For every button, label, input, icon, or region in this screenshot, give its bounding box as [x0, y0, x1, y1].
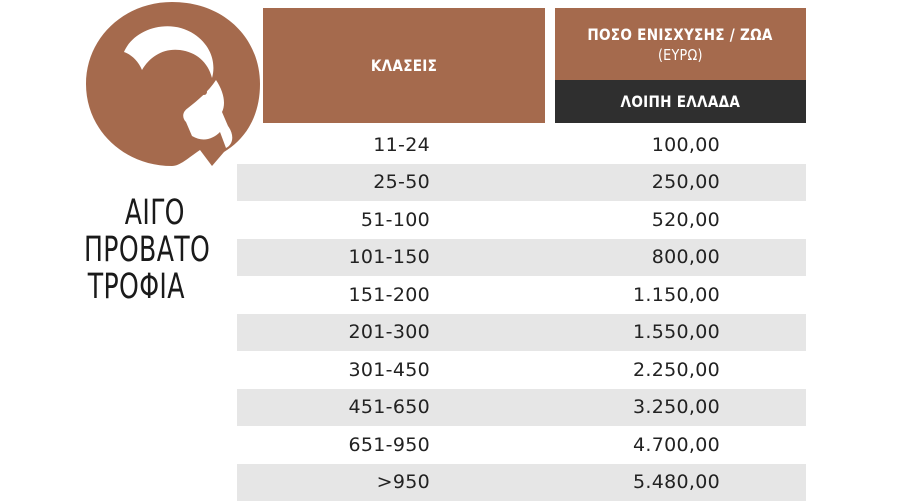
table-row: 301-450 2.250,00 — [237, 351, 806, 389]
amount-header-unit: (ΕΥΡΩ) — [658, 46, 703, 64]
table-row: 51-100 520,00 — [237, 201, 806, 239]
table-body: 11-24 100,00 25-50 250,00 51-100 520,00 … — [237, 126, 806, 501]
table-row: 101-150 800,00 — [237, 239, 806, 277]
side-title: ΑΙΓΟ ΠΡΟΒΑΤΟ ΤΡΟΦΙΑ — [84, 195, 185, 306]
class-cell: 201-300 — [237, 321, 430, 343]
classes-header: ΚΛΑΣΕΙΣ — [263, 8, 545, 123]
table-row: 451-650 3.250,00 — [237, 389, 806, 427]
amount-header-label: ΠΟΣΟ ΕΝΙΣΧΥΣΗΣ / ΖΩΑ — [588, 25, 773, 44]
amount-cell: 1.150,00 — [555, 284, 720, 306]
side-title-line-2: ΠΡΟΒΑΤΟ — [84, 232, 185, 269]
amount-cell: 2.250,00 — [555, 359, 720, 381]
table-row: 11-24 100,00 — [237, 126, 806, 164]
amount-cell: 250,00 — [555, 171, 720, 193]
goat-head-icon — [84, 0, 260, 166]
table-row: >950 5.480,00 — [237, 464, 806, 501]
region-header-label: ΛΟΙΠΗ ΕΛΛΑΔΑ — [621, 92, 741, 111]
classes-header-label: ΚΛΑΣΕΙΣ — [371, 56, 437, 75]
class-cell: 51-100 — [237, 209, 430, 231]
amount-cell: 520,00 — [555, 209, 720, 231]
table-row: 151-200 1.150,00 — [237, 276, 806, 314]
amount-cell: 4.700,00 — [555, 434, 720, 456]
class-cell: >950 — [237, 471, 430, 493]
class-cell: 151-200 — [237, 284, 430, 306]
class-cell: 25-50 — [237, 171, 430, 193]
amount-header: ΠΟΣΟ ΕΝΙΣΧΥΣΗΣ / ΖΩΑ (ΕΥΡΩ) — [555, 8, 806, 80]
table-row: 651-950 4.700,00 — [237, 426, 806, 464]
amount-cell: 5.480,00 — [555, 471, 720, 493]
region-header: ΛΟΙΠΗ ΕΛΛΑΔΑ — [555, 80, 806, 123]
amount-cell: 1.550,00 — [555, 321, 720, 343]
table-row: 25-50 250,00 — [237, 164, 806, 202]
class-cell: 301-450 — [237, 359, 430, 381]
amount-cell: 3.250,00 — [555, 396, 720, 418]
class-cell: 101-150 — [237, 246, 430, 268]
class-cell: 451-650 — [237, 396, 430, 418]
table-row: 201-300 1.550,00 — [237, 314, 806, 352]
side-title-line-1: ΑΙΓΟ — [84, 195, 185, 232]
amount-cell: 800,00 — [555, 246, 720, 268]
side-title-line-3: ΤΡΟΦΙΑ — [84, 269, 185, 306]
class-cell: 11-24 — [237, 134, 430, 156]
class-cell: 651-950 — [237, 434, 430, 456]
amount-cell: 100,00 — [555, 134, 720, 156]
